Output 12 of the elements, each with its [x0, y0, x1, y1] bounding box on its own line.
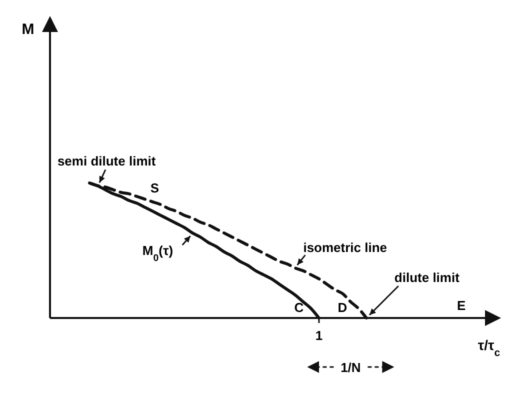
text: M — [22, 21, 34, 38]
text: 1/N — [340, 360, 361, 375]
annotation: S — [150, 180, 160, 196]
annotation: dilute limit — [394, 270, 460, 285]
x-axis-title: τ/τ$_{c}$ — [478, 337, 500, 359]
annotation: D — [338, 300, 348, 315]
series-label: isometric line — [303, 240, 388, 256]
annotation: C — [294, 300, 304, 315]
annotation: E — [457, 298, 466, 313]
text: 1 — [315, 328, 323, 343]
text: semi dilute limit — [57, 154, 156, 169]
series-label: M$_{0}$(τ) — [142, 242, 174, 264]
